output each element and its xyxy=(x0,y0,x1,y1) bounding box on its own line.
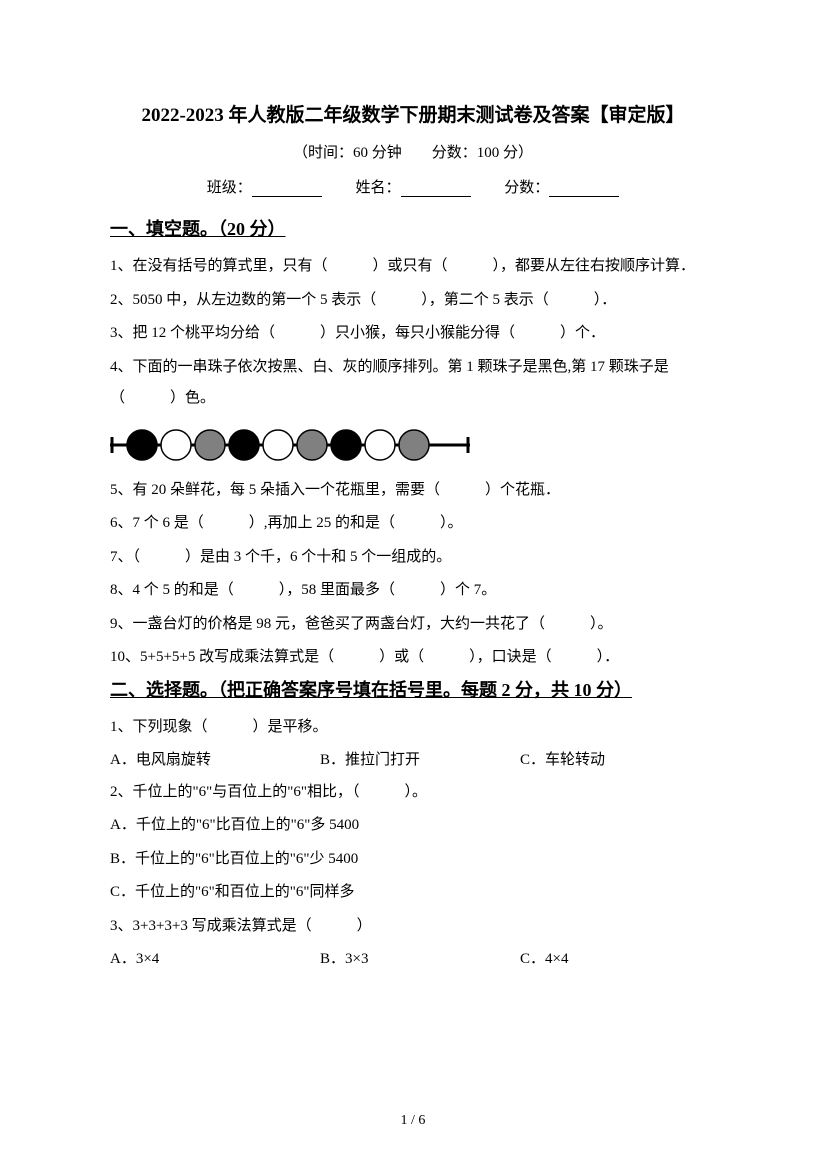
page-footer: 1 / 6 xyxy=(0,1113,826,1129)
s2-q2: 2、千位上的"6"与百位上的"6"相比，（ ）。 xyxy=(110,777,716,809)
beads-svg xyxy=(110,425,470,465)
section2-header: 二、选择题。（把正确答案序号填在括号里。每题 2 分，共 10 分） xyxy=(110,676,716,702)
s2-q3-options: A．3×4 B．3×3 C．4×4 xyxy=(110,944,716,976)
s2-q3-b: B．3×3 xyxy=(320,944,520,976)
section1-header: 一、填空题。（20 分） xyxy=(110,215,716,241)
s1-q3: 3、把 12 个桃平均分给（ ）只小猴，每只小猴能分得（ ）个． xyxy=(110,318,716,350)
s1-q9: 9、一盏台灯的价格是 98 元，爸爸买了两盏台灯，大约一共花了（ ）。 xyxy=(110,609,716,641)
s2-q3-c: C．4×4 xyxy=(520,944,716,976)
s2-q3-a: A．3×4 xyxy=(110,944,320,976)
s2-q1-options: A．电风扇旋转 B．推拉门打开 C．车轮转动 xyxy=(110,745,716,777)
s2-q2-c: C．千位上的"6"和百位上的"6"同样多 xyxy=(110,877,716,909)
s1-q5: 5、有 20 朵鲜花，每 5 朵插入一个花瓶里，需要（ ）个花瓶． xyxy=(110,475,716,507)
s1-q4: 4、下面的一串珠子依次按黑、白、灰的顺序排列。第 1 颗珠子是黑色,第 17 颗… xyxy=(110,352,716,415)
class-label: 班级： xyxy=(207,180,252,196)
name-label: 姓名： xyxy=(355,180,400,196)
s1-q10: 10、5+5+5+5 改写成乘法算式是（ ）或（ ），口诀是（ ）． xyxy=(110,642,716,674)
s2-q1: 1、下列现象（ ）是平移。 xyxy=(110,712,716,744)
s2-q2-b: B．千位上的"6"比百位上的"6"少 5400 xyxy=(110,844,716,876)
exam-subtitle: （时间：60 分钟 分数：100 分） xyxy=(110,141,716,162)
s2-q2-a: A．千位上的"6"比百位上的"6"多 5400 xyxy=(110,810,716,842)
s2-q1-b: B．推拉门打开 xyxy=(320,745,520,777)
beads-diagram xyxy=(110,425,716,465)
class-blank xyxy=(252,181,322,197)
s2-q1-a: A．电风扇旋转 xyxy=(110,745,320,777)
score-label: 分数： xyxy=(504,180,549,196)
s1-q7: 7、（ ）是由 3 个千，6 个十和 5 个一组成的。 xyxy=(110,542,716,574)
name-blank xyxy=(401,181,471,197)
student-info-line: 班级： 姓名： 分数： xyxy=(110,176,716,197)
s1-q8: 8、4 个 5 的和是（ ），58 里面最多（ ）个 7。 xyxy=(110,575,716,607)
s1-q2: 2、5050 中，从左边数的第一个 5 表示（ ），第二个 5 表示（ ）． xyxy=(110,285,716,317)
score-blank xyxy=(549,181,619,197)
s1-q1: 1、在没有括号的算式里，只有（ ）或只有（ ），都要从左往右按顺序计算． xyxy=(110,251,716,283)
exam-title: 2022-2023 年人教版二年级数学下册期末测试卷及答案【审定版】 xyxy=(110,100,716,127)
s1-q6: 6、7 个 6 是（ ）,再加上 25 的和是（ ）。 xyxy=(110,508,716,540)
s2-q1-c: C．车轮转动 xyxy=(520,745,716,777)
s2-q3: 3、3+3+3+3 写成乘法算式是（ ） xyxy=(110,911,716,943)
